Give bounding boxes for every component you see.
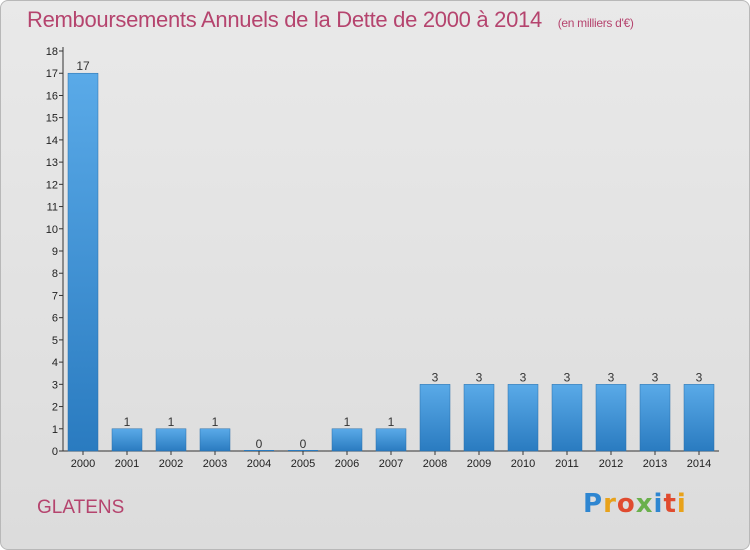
x-tick-label: 2001 bbox=[115, 458, 139, 470]
y-tick-label: 2 bbox=[52, 402, 58, 414]
y-tick-label: 4 bbox=[52, 357, 58, 369]
y-tick-label: 17 bbox=[46, 68, 58, 80]
bar-value-label: 17 bbox=[76, 59, 90, 73]
bar bbox=[111, 428, 143, 452]
x-tick-label: 2009 bbox=[467, 458, 491, 470]
y-tick-label: 15 bbox=[46, 113, 58, 125]
x-tick-label: 2007 bbox=[379, 458, 403, 470]
y-tick-label: 13 bbox=[46, 157, 58, 169]
y-tick-label: 16 bbox=[46, 90, 58, 102]
x-tick-label: 2012 bbox=[599, 458, 623, 470]
x-tick-label: 2005 bbox=[291, 458, 315, 470]
bar-value-label: 0 bbox=[256, 437, 263, 451]
y-tick-label: 3 bbox=[52, 379, 58, 391]
bar bbox=[551, 384, 583, 452]
x-tick-label: 2013 bbox=[643, 458, 667, 470]
x-tick-label: 2008 bbox=[423, 458, 447, 470]
bar bbox=[639, 384, 671, 452]
y-tick-label: 0 bbox=[52, 446, 58, 458]
y-tick-label: 14 bbox=[46, 135, 58, 147]
bar bbox=[595, 384, 627, 452]
bar-value-label: 1 bbox=[124, 415, 131, 429]
y-tick-label: 1 bbox=[52, 424, 58, 436]
bar-value-label: 1 bbox=[168, 415, 175, 429]
bar-value-label: 0 bbox=[300, 437, 307, 451]
bars bbox=[67, 72, 715, 452]
chart-title: Remboursements Annuels de la Dette de 20… bbox=[27, 7, 634, 33]
bar bbox=[67, 72, 99, 452]
y-tick-label: 10 bbox=[46, 224, 58, 236]
y-tick-label: 11 bbox=[47, 202, 58, 214]
proxiti-logo[interactable]: Proxiti bbox=[583, 489, 687, 519]
bar-value-label: 3 bbox=[476, 370, 483, 384]
x-tick-label: 2010 bbox=[511, 458, 535, 470]
x-tick-label: 2000 bbox=[71, 458, 95, 470]
city-name: GLATENS bbox=[37, 497, 125, 518]
x-tick-label: 2014 bbox=[687, 458, 711, 470]
bar-value-label: 3 bbox=[696, 370, 703, 384]
y-tick-label: 7 bbox=[52, 290, 58, 302]
x-tick-label: 2002 bbox=[159, 458, 183, 470]
bar bbox=[463, 384, 495, 452]
bar-value-label: 1 bbox=[212, 415, 219, 429]
bar bbox=[419, 384, 451, 452]
bar bbox=[507, 384, 539, 452]
bar-value-label: 3 bbox=[564, 370, 571, 384]
labels: 17 2000 1 2001 1 2002 1 2003 0 2004 0 2005 1 2006 1 200… bbox=[71, 59, 711, 470]
bar bbox=[288, 450, 318, 451]
y-tick-label: 18 bbox=[46, 46, 58, 58]
y-tick-label: 5 bbox=[52, 335, 58, 347]
bar-value-label: 3 bbox=[520, 370, 527, 384]
bar-value-label: 1 bbox=[344, 415, 351, 429]
bar-value-label: 3 bbox=[608, 370, 615, 384]
x-tick-label: 2011 bbox=[555, 458, 579, 470]
y-tick-label: 8 bbox=[52, 268, 58, 280]
bar bbox=[683, 384, 715, 452]
bar-value-label: 3 bbox=[432, 370, 439, 384]
chart-title-text: Remboursements Annuels de la Dette de 20… bbox=[27, 7, 542, 32]
bar bbox=[331, 428, 363, 452]
bar-value-label: 3 bbox=[652, 370, 659, 384]
x-tick-label: 2003 bbox=[203, 458, 227, 470]
y-tick-label: 9 bbox=[52, 246, 58, 258]
bar bbox=[375, 428, 407, 452]
bar bbox=[155, 428, 187, 452]
bar bbox=[199, 428, 231, 452]
bar bbox=[244, 450, 274, 451]
x-tick-label: 2004 bbox=[247, 458, 271, 470]
y-tick-label: 12 bbox=[46, 179, 58, 191]
x-tick-label: 2006 bbox=[335, 458, 359, 470]
bar-value-label: 1 bbox=[388, 415, 395, 429]
y-tick-label: 6 bbox=[52, 313, 58, 325]
chart-unit: (en milliers d'€) bbox=[557, 16, 634, 30]
